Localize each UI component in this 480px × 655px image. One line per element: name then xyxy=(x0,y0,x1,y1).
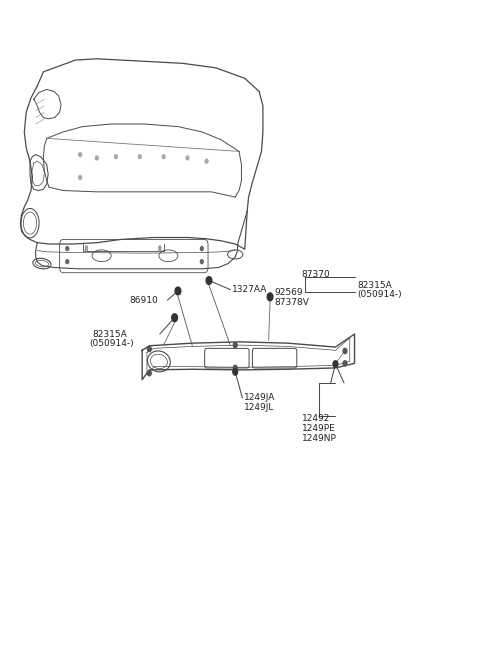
Text: (050914-): (050914-) xyxy=(90,339,134,348)
Text: 12492: 12492 xyxy=(302,415,330,423)
Circle shape xyxy=(200,259,203,263)
Circle shape xyxy=(233,365,237,371)
Circle shape xyxy=(147,346,151,352)
Text: 1327AA: 1327AA xyxy=(232,285,267,294)
Circle shape xyxy=(206,276,212,284)
Circle shape xyxy=(200,247,203,251)
Circle shape xyxy=(66,247,69,251)
Text: 1249JL: 1249JL xyxy=(244,403,274,411)
Text: 87370: 87370 xyxy=(301,269,330,278)
Circle shape xyxy=(205,159,208,163)
Circle shape xyxy=(267,293,273,301)
Circle shape xyxy=(85,249,87,251)
Text: (050914-): (050914-) xyxy=(357,290,402,299)
Circle shape xyxy=(343,361,347,366)
Text: 82315A: 82315A xyxy=(92,329,127,339)
Circle shape xyxy=(66,259,69,263)
Circle shape xyxy=(186,156,189,160)
Circle shape xyxy=(85,246,87,249)
Circle shape xyxy=(159,246,161,249)
Circle shape xyxy=(96,156,98,160)
Text: 87378V: 87378V xyxy=(275,298,309,307)
Text: 1249NP: 1249NP xyxy=(302,434,337,443)
Circle shape xyxy=(233,369,238,375)
Text: 82315A: 82315A xyxy=(357,280,392,290)
Circle shape xyxy=(79,153,82,157)
Circle shape xyxy=(79,176,82,179)
Text: 86910: 86910 xyxy=(129,295,158,305)
Circle shape xyxy=(162,155,165,159)
Circle shape xyxy=(172,314,178,322)
Text: 1249PE: 1249PE xyxy=(302,424,336,433)
Text: 92569: 92569 xyxy=(275,288,303,297)
Circle shape xyxy=(138,155,141,159)
Circle shape xyxy=(175,287,181,295)
Circle shape xyxy=(159,249,161,251)
Text: 1249JA: 1249JA xyxy=(244,393,275,402)
Circle shape xyxy=(115,155,117,159)
Circle shape xyxy=(147,371,151,376)
Circle shape xyxy=(333,361,338,367)
Circle shape xyxy=(233,343,237,348)
Circle shape xyxy=(343,348,347,354)
